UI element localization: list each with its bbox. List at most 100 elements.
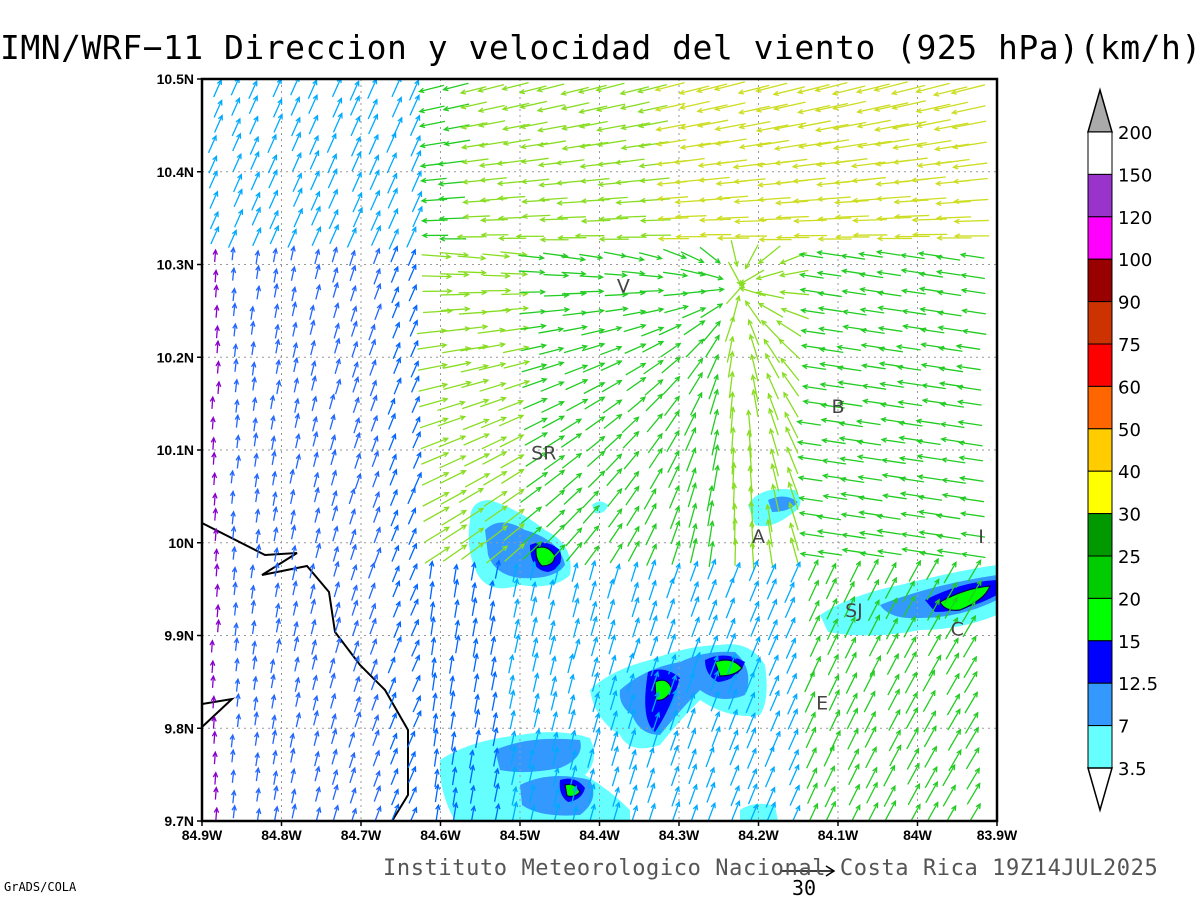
wind-arrow	[749, 353, 759, 382]
wind-arrow	[796, 419, 821, 426]
wind-arrow	[859, 327, 885, 335]
wind-arrow	[407, 248, 417, 266]
wind-arrow	[480, 232, 509, 238]
x-tick-label: 84.4W	[579, 827, 620, 843]
wind-arrow	[621, 254, 646, 262]
wind-arrow	[786, 446, 799, 475]
wind-arrow	[484, 505, 508, 523]
wind-arrow	[955, 364, 981, 371]
wind-arrow	[449, 690, 456, 710]
wind-arrow	[565, 379, 589, 391]
wind-arrow	[708, 540, 715, 568]
wind-arrow	[373, 769, 381, 787]
wind-arrow	[601, 379, 623, 393]
wind-arrow	[409, 806, 418, 821]
wind-arrow	[936, 235, 972, 241]
wind-arrow	[645, 522, 657, 546]
wind-arrow	[549, 655, 557, 676]
wind-arrow	[885, 617, 898, 640]
wind-arrow	[605, 453, 623, 471]
wind-arrow	[935, 533, 961, 540]
wind-arrow	[763, 338, 781, 364]
wind-arrow	[945, 637, 959, 660]
wind-arrow	[430, 636, 437, 656]
wind-arrow	[578, 141, 609, 149]
wind-arrow	[411, 654, 421, 672]
wind-arrow	[542, 435, 566, 450]
wind-arrow	[536, 83, 565, 93]
y-tick-label: 10.5N	[157, 71, 194, 87]
wind-arrow	[858, 251, 883, 258]
wind-arrow	[370, 414, 379, 432]
wind-arrow	[353, 695, 361, 713]
wind-arrow	[687, 727, 697, 749]
wind-arrow	[422, 273, 453, 280]
wind-arrow	[553, 563, 561, 584]
wind-arrow	[334, 357, 341, 374]
wind-arrow	[519, 289, 547, 295]
wind-arrow	[685, 671, 695, 694]
wind-arrow	[539, 361, 565, 371]
wind-arrow	[961, 308, 986, 315]
wind-arrow	[903, 615, 916, 638]
wind-arrow	[839, 476, 865, 484]
colorbar-label: 75	[1118, 335, 1141, 356]
wind-arrow	[730, 799, 741, 821]
wind-arrow	[963, 655, 978, 679]
wind-arrow	[235, 454, 242, 469]
wind-arrow	[210, 674, 216, 688]
wind-arrow	[841, 288, 867, 296]
wind-arrow	[313, 471, 320, 488]
wind-arrow	[737, 105, 771, 115]
wind-arrow	[667, 653, 677, 675]
wind-arrow	[561, 143, 591, 151]
wind-arrow	[417, 362, 448, 371]
wind-arrow	[329, 434, 337, 451]
wind-arrow	[390, 767, 399, 786]
wind-arrow	[313, 486, 320, 503]
wind-arrow	[372, 749, 381, 767]
wind-arrow	[553, 787, 560, 808]
wind-arrow	[893, 213, 930, 220]
wind-arrow	[946, 672, 960, 696]
city-label: SJ	[845, 600, 863, 622]
wind-arrow	[612, 801, 621, 821]
wind-arrow	[749, 540, 756, 570]
wind-arrow	[688, 763, 698, 785]
y-tick-label: 10.1N	[157, 442, 194, 458]
wind-arrow	[855, 83, 890, 94]
city-label: SR	[531, 442, 556, 464]
wind-arrow	[666, 597, 676, 619]
wind-arrow	[623, 323, 647, 333]
wind-arrow	[792, 177, 826, 184]
wind-speed-shading	[439, 489, 997, 821]
wind-arrow	[497, 195, 526, 201]
wind-arrow	[550, 690, 558, 711]
wind-arrow	[638, 177, 670, 184]
wind-arrow	[504, 543, 526, 562]
wind-arrow	[477, 327, 506, 334]
wind-arrow	[847, 748, 859, 771]
wind-arrow	[254, 487, 260, 503]
y-tick-label: 10N	[168, 535, 194, 551]
wind-arrow	[353, 431, 361, 449]
wind-arrow	[443, 380, 473, 391]
wind-arrow	[315, 542, 322, 559]
wind-arrow	[410, 598, 419, 616]
wind-arrow	[293, 356, 299, 373]
wind-arrow	[805, 711, 816, 734]
wind-arrow	[605, 306, 629, 313]
wind-arrow	[469, 764, 476, 784]
wind-arrow	[779, 289, 810, 296]
wind-arrow	[510, 730, 517, 750]
wind-arrow	[431, 656, 437, 676]
wind-arrow	[581, 490, 600, 509]
wind-arrow	[699, 232, 732, 238]
wind-arrow	[349, 284, 357, 302]
wind-arrow	[524, 432, 549, 446]
wind-arrow	[423, 506, 451, 523]
x-tick-label: 84.8W	[261, 827, 302, 843]
wind-arrow	[231, 302, 238, 317]
wind-arrow	[678, 100, 710, 110]
wind-arrow	[311, 638, 318, 655]
